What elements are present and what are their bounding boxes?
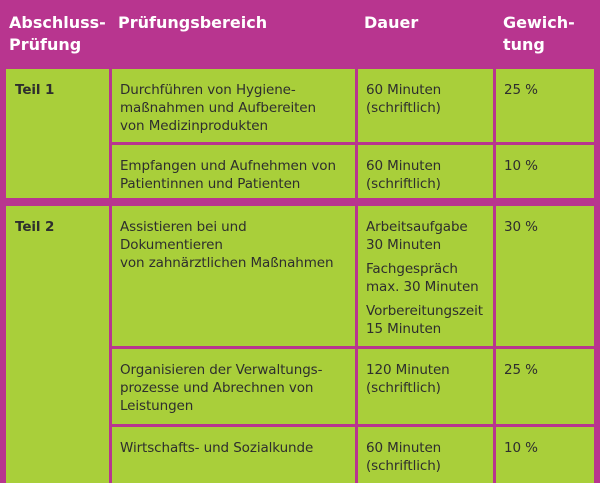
part-2-row-3-duration: 60 Minuten (schriftlich) <box>358 427 493 483</box>
part-2-row-3-weight: 10 % <box>496 427 594 483</box>
part-2-label: Teil 2 <box>6 206 109 483</box>
part-2-row-1-area: Assistieren bei und Dokumentieren von za… <box>112 206 355 346</box>
part-1-row-1-duration: 60 Minuten (schriftlich) <box>358 69 493 142</box>
part-2-row-2-duration: 120 Minuten (schriftlich) <box>358 349 493 424</box>
part-1-label: Teil 1 <box>6 69 109 198</box>
header-exam: Abschluss- Prüfung <box>9 13 106 54</box>
header-area: Prüfungsbereich <box>118 13 268 32</box>
table-header: Abschluss- Prüfung Prüfungsbereich Dauer… <box>0 0 600 66</box>
part-1-row-2-weight: 10 % <box>496 145 594 198</box>
header-weight: Gewich- tung <box>503 13 575 54</box>
part-1-row-1-area: Durchführen von Hygiene- maßnahmen und A… <box>112 69 355 142</box>
header-duration: Dauer <box>364 13 419 32</box>
part-2-row-2-weight: 25 % <box>496 349 594 424</box>
part-2-row-1-duration: Arbeitsaufgabe 30 Minuten Fachgespräch m… <box>358 206 493 346</box>
duration-task: Arbeitsaufgabe 30 Minuten <box>366 219 468 253</box>
part-2-row-1-weight: 30 % <box>496 206 594 346</box>
part-1-row-1-weight: 25 % <box>496 69 594 142</box>
part-2-row-3-area: Wirtschafts- und Sozialkunde <box>112 427 355 483</box>
part-2-row-2-area: Organisieren der Verwaltungs- prozesse u… <box>112 349 355 424</box>
part-1-row-2-duration: 60 Minuten (schriftlich) <box>358 145 493 198</box>
part-1-row-2-area: Empfangen und Aufnehmen von Patientinnen… <box>112 145 355 198</box>
duration-interview: Fachgespräch max. 30 Minuten <box>366 261 479 295</box>
duration-preparation: Vorbereitungszeit 15 Minuten <box>366 303 483 337</box>
